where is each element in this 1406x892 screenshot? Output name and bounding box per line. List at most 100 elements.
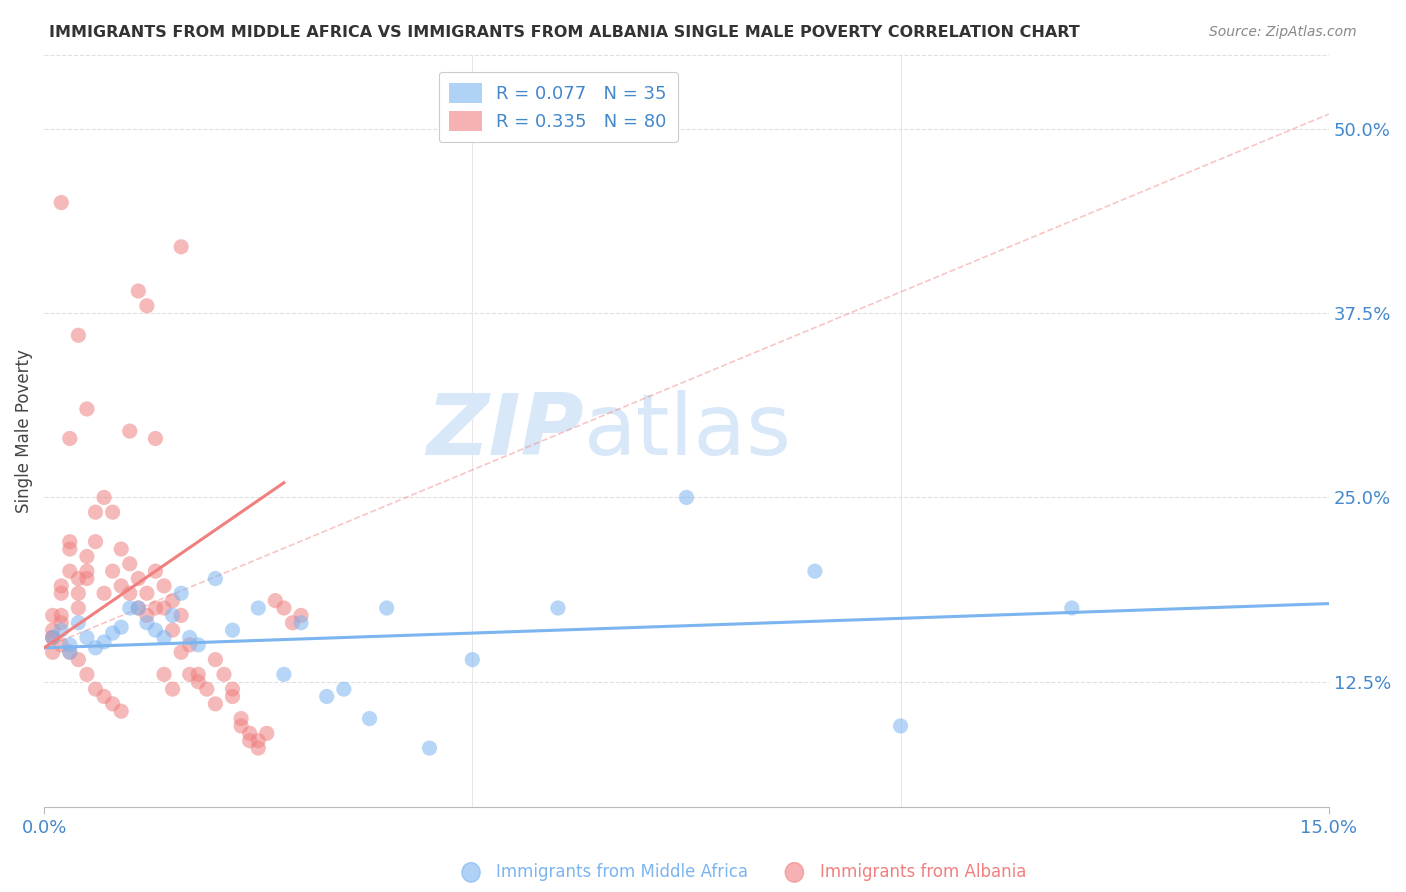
Point bbox=[76, 402, 98, 417]
Text: atlas: atlas bbox=[583, 390, 792, 473]
Point bbox=[221, 690, 243, 704]
Point bbox=[333, 682, 356, 697]
Point bbox=[51, 195, 73, 210]
Point bbox=[41, 608, 63, 623]
Point bbox=[461, 652, 484, 666]
Point bbox=[67, 586, 90, 600]
Point bbox=[59, 432, 82, 446]
Point bbox=[84, 640, 107, 655]
Point bbox=[51, 579, 73, 593]
Point bbox=[101, 564, 124, 578]
Point bbox=[290, 615, 312, 630]
Point bbox=[187, 667, 209, 681]
Point bbox=[153, 579, 176, 593]
Point bbox=[195, 682, 218, 697]
Point bbox=[59, 534, 82, 549]
Point bbox=[110, 704, 132, 718]
Point bbox=[59, 542, 82, 557]
Point bbox=[315, 690, 337, 704]
Point bbox=[359, 712, 381, 726]
Point bbox=[204, 572, 226, 586]
Point bbox=[179, 638, 201, 652]
Point bbox=[93, 690, 115, 704]
Text: Source: ZipAtlas.com: Source: ZipAtlas.com bbox=[1209, 25, 1357, 39]
Point bbox=[221, 623, 243, 637]
Point bbox=[93, 586, 115, 600]
Point bbox=[101, 626, 124, 640]
Point bbox=[41, 631, 63, 645]
Point bbox=[41, 623, 63, 637]
Text: Immigrants from Albania: Immigrants from Albania bbox=[820, 863, 1026, 881]
Point bbox=[239, 726, 262, 740]
Point bbox=[162, 623, 184, 637]
Point bbox=[135, 615, 157, 630]
Point bbox=[135, 608, 157, 623]
Point bbox=[247, 601, 270, 615]
Point bbox=[51, 615, 73, 630]
Point bbox=[93, 491, 115, 505]
Point bbox=[59, 564, 82, 578]
Point bbox=[170, 240, 193, 254]
Point bbox=[204, 652, 226, 666]
Point bbox=[179, 631, 201, 645]
Point bbox=[247, 741, 270, 756]
Point bbox=[145, 623, 167, 637]
Point bbox=[153, 601, 176, 615]
Point bbox=[273, 667, 295, 681]
Point bbox=[675, 491, 697, 505]
Text: ZIP: ZIP bbox=[426, 390, 583, 473]
Point bbox=[59, 645, 82, 659]
Point bbox=[110, 579, 132, 593]
Point bbox=[118, 557, 141, 571]
Point bbox=[187, 674, 209, 689]
Point bbox=[127, 284, 149, 298]
Point bbox=[229, 719, 252, 733]
Point bbox=[229, 712, 252, 726]
Point bbox=[221, 682, 243, 697]
Point bbox=[264, 593, 287, 607]
Point bbox=[247, 733, 270, 747]
Text: Immigrants from Middle Africa: Immigrants from Middle Africa bbox=[496, 863, 748, 881]
Point bbox=[135, 299, 157, 313]
Point bbox=[418, 741, 440, 756]
Point bbox=[67, 572, 90, 586]
Point bbox=[170, 586, 193, 600]
Point bbox=[110, 542, 132, 557]
Point bbox=[118, 424, 141, 438]
Point bbox=[67, 328, 90, 343]
Point bbox=[110, 620, 132, 634]
Point bbox=[145, 601, 167, 615]
Point bbox=[375, 601, 398, 615]
Point bbox=[804, 564, 827, 578]
Point bbox=[135, 586, 157, 600]
Point bbox=[59, 645, 82, 659]
Text: IMMIGRANTS FROM MIDDLE AFRICA VS IMMIGRANTS FROM ALBANIA SINGLE MALE POVERTY COR: IMMIGRANTS FROM MIDDLE AFRICA VS IMMIGRA… bbox=[49, 25, 1080, 40]
Point bbox=[67, 601, 90, 615]
Point bbox=[101, 505, 124, 519]
Point bbox=[67, 652, 90, 666]
Point bbox=[41, 631, 63, 645]
Point bbox=[76, 564, 98, 578]
Point bbox=[51, 623, 73, 637]
Y-axis label: Single Male Poverty: Single Male Poverty bbox=[15, 349, 32, 513]
Point bbox=[1060, 601, 1083, 615]
Point bbox=[51, 586, 73, 600]
Point bbox=[170, 645, 193, 659]
Point bbox=[127, 572, 149, 586]
Point bbox=[204, 697, 226, 711]
Point bbox=[290, 608, 312, 623]
Point bbox=[41, 645, 63, 659]
Point bbox=[51, 638, 73, 652]
Point bbox=[179, 667, 201, 681]
Legend: R = 0.077   N = 35, R = 0.335   N = 80: R = 0.077 N = 35, R = 0.335 N = 80 bbox=[439, 71, 678, 143]
Point bbox=[256, 726, 278, 740]
Point bbox=[145, 432, 167, 446]
Point bbox=[273, 601, 295, 615]
Point bbox=[84, 682, 107, 697]
Point bbox=[239, 733, 262, 747]
Point bbox=[76, 572, 98, 586]
Point bbox=[59, 638, 82, 652]
Point bbox=[187, 638, 209, 652]
Point bbox=[547, 601, 569, 615]
Point bbox=[51, 608, 73, 623]
